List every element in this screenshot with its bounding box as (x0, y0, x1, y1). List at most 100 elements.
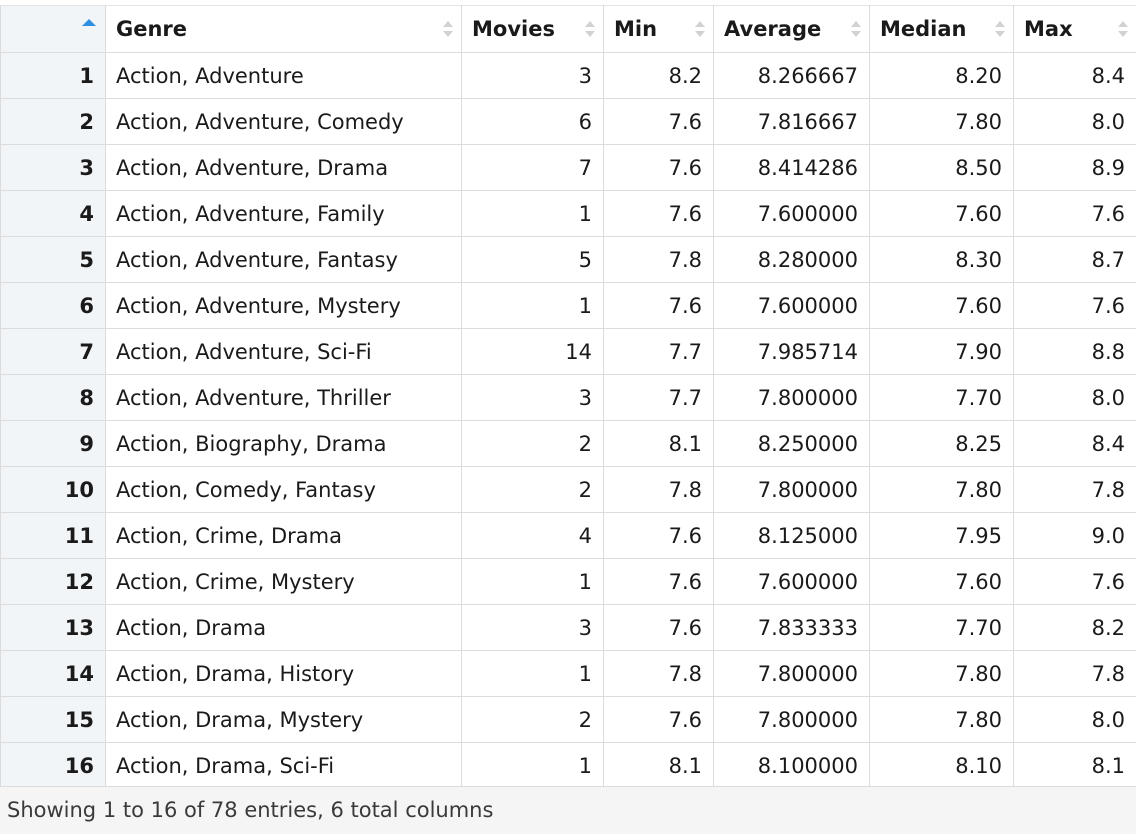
row-index: 8 (0, 374, 106, 421)
cell-genre: Action, Adventure, Family (105, 190, 462, 237)
row-index: 14 (0, 650, 106, 697)
cell-average: 7.600000 (713, 282, 870, 329)
cell-average: 7.800000 (713, 696, 870, 743)
cell-max: 7.6 (1013, 282, 1136, 329)
header-movies[interactable]: Movies (461, 5, 604, 53)
row-index: 3 (0, 144, 106, 191)
status-bar: Showing 1 to 16 of 78 entries, 6 total c… (0, 786, 1136, 834)
cell-median: 7.90 (869, 328, 1014, 375)
cell-average: 8.414286 (713, 144, 870, 191)
cell-average: 8.250000 (713, 420, 870, 467)
sort-icon (443, 21, 453, 37)
cell-median: 7.60 (869, 190, 1014, 237)
table-row[interactable]: 7 Action, Adventure, Sci-Fi 14 7.7 7.985714 7… (0, 328, 1136, 375)
cell-max: 8.0 (1013, 696, 1136, 743)
table-row[interactable]: 5 Action, Adventure, Fantasy 5 7.8 8.280000 8… (0, 236, 1136, 283)
row-index: 15 (0, 696, 106, 743)
cell-min: 8.1 (603, 742, 714, 789)
cell-movies: 1 (461, 742, 604, 789)
cell-average: 7.600000 (713, 190, 870, 237)
cell-min: 8.1 (603, 420, 714, 467)
cell-movies: 2 (461, 420, 604, 467)
header-genre[interactable]: Genre (105, 5, 462, 53)
cell-max: 8.0 (1013, 374, 1136, 421)
table-row[interactable]: 13 Action, Drama 3 7.6 7.833333 7.70 8.2 (0, 604, 1136, 651)
cell-max: 7.6 (1013, 190, 1136, 237)
header-max[interactable]: Max (1013, 5, 1136, 53)
cell-movies: 3 (461, 52, 604, 99)
row-index: 13 (0, 604, 106, 651)
table-row[interactable]: 16 Action, Drama, Sci-Fi 1 8.1 8.100000 8.10 8… (0, 742, 1136, 789)
table-row[interactable]: 6 Action, Adventure, Mystery 1 7.6 7.600000 7… (0, 282, 1136, 329)
cell-median: 7.60 (869, 282, 1014, 329)
sort-icon (995, 21, 1005, 37)
cell-max: 8.2 (1013, 604, 1136, 651)
cell-median: 8.30 (869, 236, 1014, 283)
cell-average: 8.100000 (713, 742, 870, 789)
cell-genre: Action, Drama, Sci-Fi (105, 742, 462, 789)
header-row-index[interactable] (0, 5, 106, 53)
cell-movies: 1 (461, 558, 604, 605)
cell-genre: Action, Adventure, Fantasy (105, 236, 462, 283)
cell-max: 8.7 (1013, 236, 1136, 283)
row-index: 10 (0, 466, 106, 513)
table-row[interactable]: 1 Action, Adventure 3 8.2 8.266667 8.20 8.4 (0, 52, 1136, 99)
cell-min: 7.8 (603, 236, 714, 283)
cell-movies: 2 (461, 466, 604, 513)
header-genre-label: Genre (116, 17, 188, 41)
header-min[interactable]: Min (603, 5, 714, 53)
table-row[interactable]: 9 Action, Biography, Drama 2 8.1 8.250000 8.2… (0, 420, 1136, 467)
sort-icon (1118, 21, 1128, 37)
cell-genre: Action, Comedy, Fantasy (105, 466, 462, 513)
sort-ascending-icon (82, 19, 96, 26)
cell-genre: Action, Drama (105, 604, 462, 651)
cell-median: 7.80 (869, 696, 1014, 743)
cell-min: 7.8 (603, 466, 714, 513)
cell-max: 8.1 (1013, 742, 1136, 789)
cell-median: 7.60 (869, 558, 1014, 605)
cell-median: 8.20 (869, 52, 1014, 99)
row-index: 6 (0, 282, 106, 329)
cell-min: 7.6 (603, 604, 714, 651)
table-row[interactable]: 3 Action, Adventure, Drama 7 7.6 8.414286 8.5… (0, 144, 1136, 191)
cell-genre: Action, Adventure, Thriller (105, 374, 462, 421)
table-row[interactable]: 14 Action, Drama, History 1 7.8 7.800000 7.80… (0, 650, 1136, 697)
data-table: Genre Movies Min Average Median (0, 5, 1136, 789)
cell-movies: 4 (461, 512, 604, 559)
table-row[interactable]: 10 Action, Comedy, Fantasy 2 7.8 7.800000 7.8… (0, 466, 1136, 513)
sort-icon (851, 21, 861, 37)
cell-median: 7.70 (869, 604, 1014, 651)
cell-median: 7.80 (869, 466, 1014, 513)
row-index: 16 (0, 742, 106, 789)
cell-movies: 7 (461, 144, 604, 191)
cell-movies: 1 (461, 650, 604, 697)
cell-movies: 2 (461, 696, 604, 743)
cell-movies: 6 (461, 98, 604, 145)
header-average[interactable]: Average (713, 5, 870, 53)
cell-genre: Action, Adventure, Sci-Fi (105, 328, 462, 375)
cell-max: 8.4 (1013, 420, 1136, 467)
table-row[interactable]: 8 Action, Adventure, Thriller 3 7.7 7.800000… (0, 374, 1136, 421)
table-row[interactable]: 12 Action, Crime, Mystery 1 7.6 7.600000 7.60… (0, 558, 1136, 605)
row-index: 5 (0, 236, 106, 283)
header-average-label: Average (724, 17, 822, 41)
cell-movies: 3 (461, 604, 604, 651)
cell-genre: Action, Drama, History (105, 650, 462, 697)
cell-median: 7.70 (869, 374, 1014, 421)
cell-genre: Action, Biography, Drama (105, 420, 462, 467)
table-row[interactable]: 15 Action, Drama, Mystery 2 7.6 7.800000 7.80… (0, 696, 1136, 743)
cell-min: 7.6 (603, 696, 714, 743)
sort-icon (585, 21, 595, 37)
cell-average: 7.800000 (713, 466, 870, 513)
cell-median: 7.95 (869, 512, 1014, 559)
cell-min: 7.6 (603, 558, 714, 605)
cell-max: 7.8 (1013, 466, 1136, 513)
cell-genre: Action, Adventure, Drama (105, 144, 462, 191)
table-row[interactable]: 4 Action, Adventure, Family 1 7.6 7.600000 7.… (0, 190, 1136, 237)
cell-average: 7.800000 (713, 650, 870, 697)
header-median[interactable]: Median (869, 5, 1014, 53)
cell-max: 8.9 (1013, 144, 1136, 191)
table-row[interactable]: 11 Action, Crime, Drama 4 7.6 8.125000 7.95 9.… (0, 512, 1136, 559)
table-row[interactable]: 2 Action, Adventure, Comedy 6 7.6 7.816667 7.… (0, 98, 1136, 145)
